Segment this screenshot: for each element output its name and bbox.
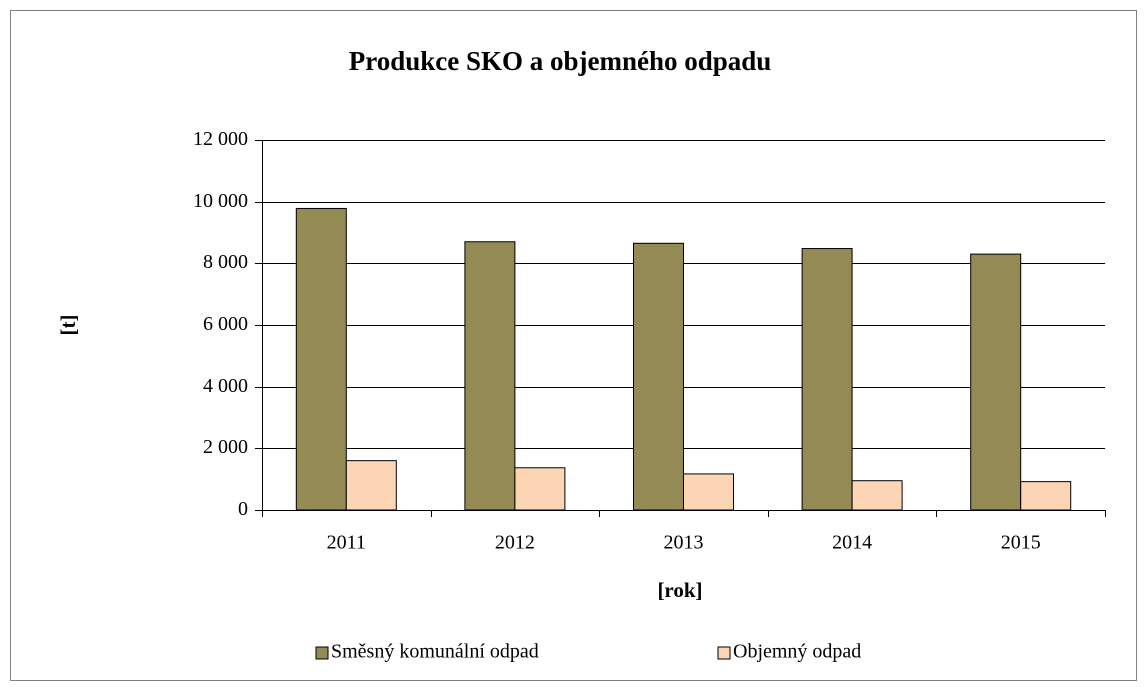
x-axis-title: [rok]: [657, 578, 702, 602]
x-tick-label: 2012: [495, 532, 535, 554]
y-tick-label: 6 000: [203, 313, 248, 335]
x-tick-label: 2015: [1001, 532, 1041, 554]
legend-label: Směsný komunální odpad: [331, 641, 539, 663]
bar: [295, 207, 347, 511]
x-tick-label: 2013: [664, 532, 704, 554]
bar: [345, 460, 397, 511]
y-tick-label: 4 000: [203, 375, 248, 397]
y-axis-title: [t]: [56, 315, 80, 336]
legend-swatch: [717, 646, 731, 660]
y-tick-label: 0: [238, 498, 248, 520]
bar: [851, 480, 903, 511]
bar: [683, 473, 734, 511]
y-tick-label: 10 000: [193, 190, 248, 212]
chart-border: [10, 10, 1137, 681]
legend-swatch: [315, 646, 329, 660]
y-tick-label: 2 000: [203, 436, 248, 458]
bar: [464, 241, 516, 511]
bar: [1020, 481, 1072, 511]
y-tick-label: 12 000: [193, 128, 248, 150]
y-tick-label: 8 000: [203, 251, 248, 273]
bar: [801, 248, 853, 511]
x-tick-label: 2014: [832, 532, 872, 554]
chart-title: Produkce SKO a objemného odpadu: [349, 46, 772, 76]
x-tick-label: 2011: [327, 532, 366, 554]
legend-label: Objemný odpad: [733, 641, 861, 663]
bar: [514, 467, 566, 511]
bar: [633, 242, 684, 511]
bar: [970, 253, 1022, 511]
